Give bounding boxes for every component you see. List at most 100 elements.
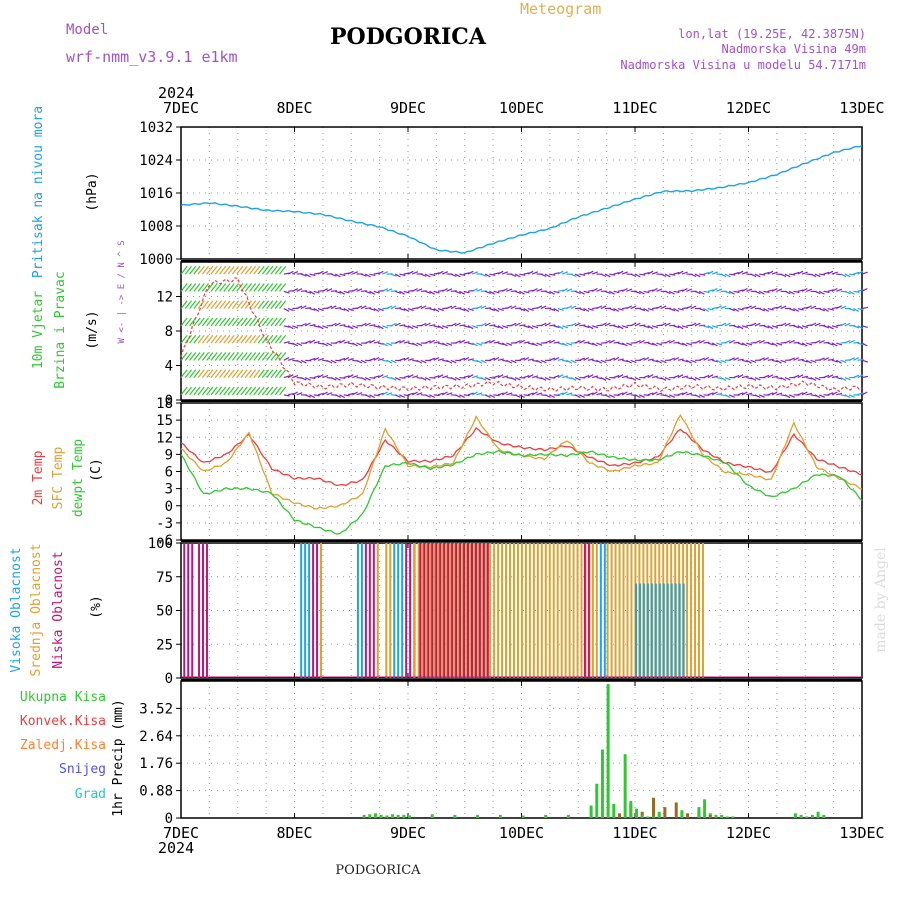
wind-barb bbox=[253, 265, 261, 275]
wind-barb bbox=[656, 305, 663, 310]
wind-barb bbox=[223, 300, 231, 309]
wind-barb bbox=[728, 290, 735, 295]
wind-barb bbox=[463, 356, 470, 361]
wind-barb bbox=[677, 358, 684, 361]
wind-barb bbox=[613, 325, 620, 329]
wind-barb bbox=[844, 322, 851, 327]
wind-barb bbox=[651, 375, 659, 379]
wind-barb bbox=[600, 359, 607, 364]
cloud-bar bbox=[457, 543, 460, 678]
cloud-bar bbox=[397, 543, 400, 678]
precip-bar bbox=[635, 808, 638, 818]
wind-barb bbox=[455, 307, 462, 310]
wind-barb bbox=[390, 322, 397, 327]
wind-barb bbox=[266, 283, 274, 292]
wind-barb bbox=[231, 334, 240, 344]
wind-ylabel: 10m Vjetar bbox=[31, 291, 46, 369]
wind-barb bbox=[459, 394, 466, 399]
wind-barb bbox=[193, 386, 201, 396]
wind-barb bbox=[313, 394, 320, 397]
precip-bar bbox=[697, 807, 701, 818]
wind-barb bbox=[574, 290, 581, 295]
wind-barb bbox=[403, 375, 410, 379]
wind-barb bbox=[634, 394, 641, 399]
wind-barb bbox=[861, 271, 868, 275]
wind-barb bbox=[806, 288, 813, 292]
wind-barb bbox=[420, 273, 427, 277]
wind-barb bbox=[206, 300, 214, 309]
wind-barb bbox=[352, 391, 358, 396]
wind-barb bbox=[253, 300, 261, 309]
wind-barb bbox=[437, 392, 444, 396]
wind-barb bbox=[707, 342, 714, 346]
wind-barb bbox=[257, 283, 265, 292]
wind-barb bbox=[360, 377, 367, 381]
cloud-bar bbox=[183, 543, 186, 678]
wind-barb bbox=[309, 394, 316, 399]
cloud-bar bbox=[360, 543, 363, 678]
precip-bar bbox=[368, 814, 372, 818]
wind-barb bbox=[390, 359, 397, 364]
wind-barb bbox=[733, 341, 740, 344]
precip-bar bbox=[686, 813, 690, 818]
wind-barb bbox=[823, 290, 830, 293]
wind-barb bbox=[818, 290, 825, 295]
wind-barb bbox=[793, 357, 800, 361]
y-tick-label: 12 bbox=[156, 430, 173, 446]
wind-barb bbox=[857, 392, 864, 396]
cloud-unit: (%) bbox=[89, 595, 104, 618]
wind-barb bbox=[823, 271, 830, 275]
wind-barb bbox=[223, 352, 231, 361]
wind-barb bbox=[459, 290, 465, 295]
cloud-bar bbox=[419, 543, 422, 678]
wind-barb bbox=[561, 325, 569, 329]
wind-barb bbox=[579, 273, 586, 276]
wind-barb bbox=[223, 386, 231, 396]
wind-barb bbox=[647, 374, 654, 379]
wind-barb bbox=[831, 271, 838, 275]
wind-barb bbox=[231, 265, 240, 275]
y-tick-label: 3 bbox=[165, 482, 173, 498]
wind-barb bbox=[497, 270, 504, 275]
wind-barb bbox=[501, 271, 509, 275]
wind-barb bbox=[767, 307, 774, 311]
wind-barb bbox=[677, 342, 684, 346]
wind-barb bbox=[810, 273, 817, 278]
wind-barb bbox=[613, 308, 620, 312]
wind-barb bbox=[647, 342, 654, 346]
wind-barb bbox=[857, 342, 864, 346]
wind-barb bbox=[844, 394, 851, 399]
wind-barb bbox=[197, 317, 205, 327]
wind-barb bbox=[201, 334, 210, 344]
wind-barb bbox=[326, 359, 333, 364]
wind-barb bbox=[741, 287, 748, 292]
y-tick-label: 0 bbox=[165, 393, 173, 409]
year-top: 2024 bbox=[158, 84, 194, 102]
cloud-bar bbox=[622, 543, 625, 678]
cloud-bar bbox=[441, 543, 444, 678]
time-label-bottom: 10DEC bbox=[499, 824, 544, 842]
time-label-bottom: 13DEC bbox=[839, 824, 884, 842]
wind-barb bbox=[360, 290, 367, 292]
precip-bar bbox=[589, 805, 593, 818]
wind-barb bbox=[784, 322, 791, 327]
wind-barb bbox=[737, 374, 744, 379]
wind-barb bbox=[716, 342, 723, 346]
wind-barb bbox=[536, 288, 543, 292]
wind-barb bbox=[540, 273, 547, 277]
wind-barb bbox=[339, 307, 346, 311]
cloud-bar bbox=[459, 543, 462, 678]
wind-barb bbox=[836, 376, 843, 380]
wind-barb bbox=[840, 377, 847, 381]
cloud-bar bbox=[580, 543, 583, 678]
wind-barb bbox=[857, 270, 864, 275]
wind-barb bbox=[592, 359, 599, 363]
wind-barb bbox=[536, 359, 543, 364]
wind-barb bbox=[283, 308, 290, 312]
wind-barb bbox=[741, 325, 748, 329]
wind-barb bbox=[621, 271, 628, 275]
wind-barb bbox=[836, 305, 842, 310]
wind-barb bbox=[467, 308, 474, 311]
wind-barb bbox=[651, 287, 658, 292]
wind-barb bbox=[339, 339, 346, 344]
